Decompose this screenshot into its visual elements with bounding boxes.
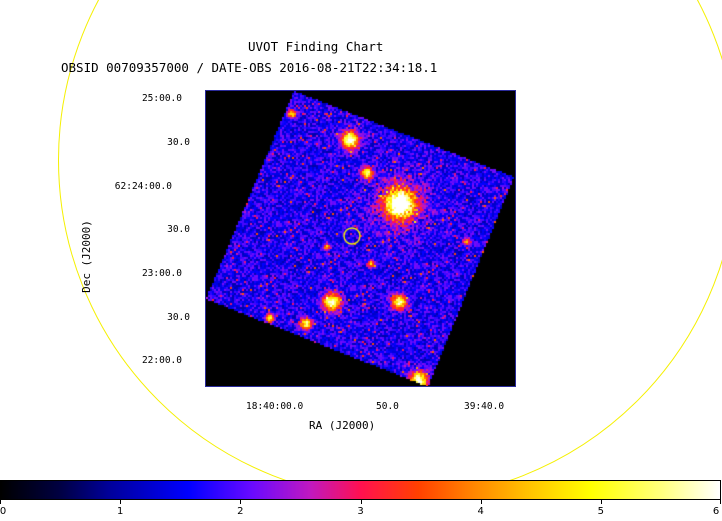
y-axis-label: Dec (J2000) [79, 220, 93, 293]
colorbar-label: 0 [0, 506, 7, 517]
y-tick-label: 30.0 [167, 224, 190, 235]
x-tick-label: 18:40:00.0 [246, 401, 304, 412]
colorbar-tick [120, 500, 122, 504]
x-axis-label: RA (J2000) [309, 419, 376, 432]
y-tick-label: 25:00.0 [141, 93, 182, 104]
colorbar-label: 3 [357, 506, 364, 517]
x-tick-label: 50.0 [376, 401, 399, 412]
sky-image-canvas [206, 91, 515, 386]
colorbar [0, 480, 721, 500]
colorbar-tick [0, 500, 1, 504]
chart-subtitle: OBSID 00709357000 / DATE-OBS 2016-08-21T… [61, 60, 438, 75]
y-tick-label: 22:00.0 [141, 355, 182, 366]
colorbar-label: 2 [237, 506, 244, 517]
chart-title: UVOT Finding Chart [248, 39, 384, 54]
colorbar-tick [600, 500, 602, 504]
colorbar-tick [720, 500, 721, 504]
colorbar-tick [240, 500, 242, 504]
sky-image [205, 90, 516, 387]
colorbar-label: 6 [712, 506, 720, 517]
x-tick-label: 39:40.0 [464, 401, 505, 412]
y-tick-label: 62:24:00.0 [114, 181, 172, 192]
colorbar-label: 4 [477, 506, 484, 517]
colorbar-tick [480, 500, 482, 504]
colorbar-tick [360, 500, 362, 504]
colorbar-label: 1 [116, 506, 124, 517]
colorbar-label: 5 [597, 506, 605, 517]
y-tick-label: 23:00.0 [141, 268, 182, 279]
y-tick-label: 30.0 [167, 137, 190, 148]
y-tick-label: 30.0 [167, 312, 190, 323]
